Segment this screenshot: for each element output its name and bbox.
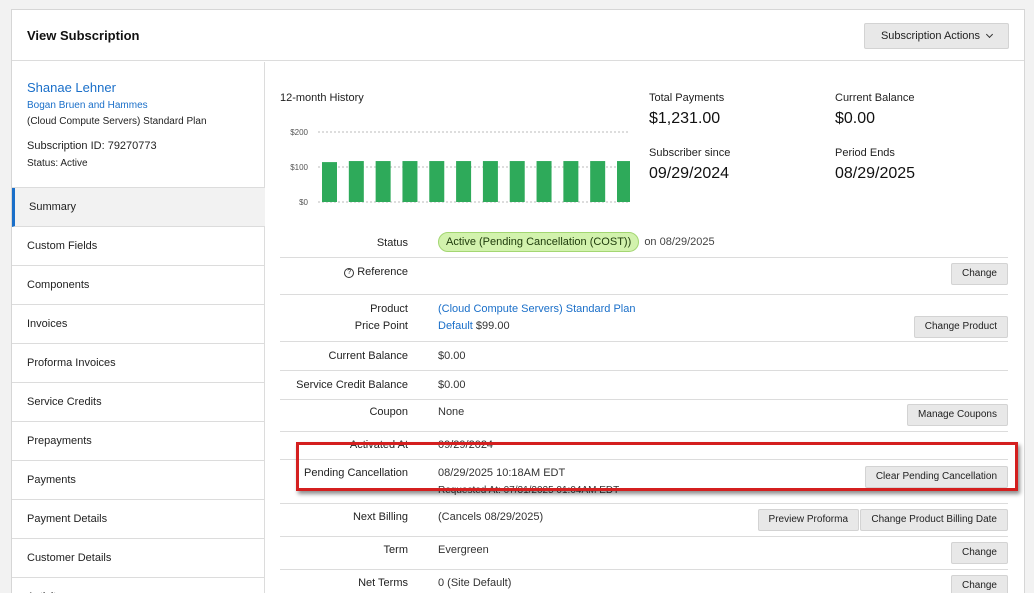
subscription-panel: View Subscription Subscription Actions S… — [11, 9, 1025, 593]
current-balance-stat-value: $0.00 — [835, 110, 876, 127]
customer-name-link[interactable]: Shanae Lehner — [27, 80, 116, 95]
sidebar-item-proforma-invoices[interactable]: Proforma Invoices — [12, 344, 265, 383]
customer-plan: (Cloud Compute Servers) Standard Plan — [27, 116, 207, 127]
panel-header: View Subscription Subscription Actions — [12, 10, 1024, 61]
change-product-button[interactable]: Change Product — [913, 316, 1008, 338]
history-title: 12-month History — [280, 92, 364, 104]
clear-pending-cancellation-button[interactable]: Clear Pending Cancellation — [864, 466, 1008, 488]
reference-change-button[interactable]: Change — [950, 263, 1008, 285]
product-link[interactable]: (Cloud Compute Servers) Standard Plan — [438, 303, 636, 315]
status-date: on 08/29/2025 — [644, 236, 715, 248]
history-bar — [563, 161, 579, 202]
y-tick-label: $100 — [290, 163, 308, 172]
net-terms-value: 0 (Site Default) — [438, 577, 512, 589]
pending-requested-at: Requested At: 07/31/2025 01:04AM EDT — [438, 485, 620, 496]
product-label: Product — [370, 303, 408, 315]
sidebar-item-customer-details[interactable]: Customer Details — [12, 539, 265, 578]
page-title: View Subscription — [27, 28, 140, 43]
total-payments-label: Total Payments — [649, 92, 725, 104]
net-terms-change-button[interactable]: Change — [950, 575, 1008, 593]
reference-label: Reference — [357, 266, 408, 278]
history-bar — [429, 161, 445, 202]
history-bar — [482, 161, 498, 202]
sidebar-item-custom-fields[interactable]: Custom Fields — [12, 227, 265, 266]
next-billing-label: Next Billing — [352, 511, 408, 523]
history-bar — [456, 161, 472, 202]
reference-label-wrap: ? Reference — [344, 266, 408, 279]
current-balance-value: $0.00 — [438, 350, 466, 362]
subscription-status: Status: Active — [27, 158, 88, 169]
period-ends-value: 08/29/2025 — [835, 165, 916, 182]
sidebar-nav: Summary Custom Fields Components Invoice… — [12, 187, 265, 593]
coupon-label: Coupon — [369, 406, 408, 418]
history-bar — [375, 161, 391, 202]
next-billing-value: (Cancels 08/29/2025) — [438, 511, 544, 523]
chevron-down-icon — [985, 30, 994, 39]
current-balance-stat-label: Current Balance — [835, 92, 915, 104]
subscriber-since-value: 09/29/2024 — [649, 165, 730, 182]
subscription-actions-button[interactable]: Subscription Actions — [864, 23, 1009, 49]
service-credit-label: Service Credit Balance — [296, 379, 408, 391]
main-content: 12-month History $200 $100 $0 Total Paymen… — [266, 62, 1024, 593]
sidebar-item-components[interactable]: Components — [12, 266, 265, 305]
coupon-value: None — [438, 406, 465, 418]
pending-cancellation-value: 08/29/2025 10:18AM EDT — [438, 467, 566, 479]
subscriber-since-label: Subscriber since — [649, 147, 731, 159]
sidebar: Shanae Lehner Bogan Bruen and Hammes (Cl… — [12, 62, 265, 593]
help-icon[interactable]: ? — [344, 268, 355, 278]
history-bar — [536, 161, 552, 202]
sidebar-item-summary[interactable]: Summary — [12, 188, 265, 227]
price-point-price: $99.00 — [475, 320, 510, 332]
y-tick-label: $200 — [290, 128, 308, 137]
price-point-link[interactable]: Default — [438, 320, 473, 332]
history-bar — [509, 161, 525, 202]
activated-value: 09/29/2024 — [438, 439, 494, 451]
status-row: Status Active (Pending Cancellation (COS… — [280, 220, 1008, 258]
coupon-row: Coupon None Manage Coupons — [280, 400, 1008, 432]
activated-label: Activated At — [349, 439, 408, 451]
sidebar-item-prepayments[interactable]: Prepayments — [12, 422, 265, 461]
service-credit-value: $0.00 — [438, 379, 466, 391]
current-balance-row: Current Balance $0.00 — [280, 342, 1008, 371]
pending-cancellation-row: Pending Cancellation 08/29/2025 10:18AM … — [280, 460, 1008, 504]
sidebar-item-service-credits[interactable]: Service Credits — [12, 383, 265, 422]
history-bar — [348, 161, 364, 202]
service-credit-row: Service Credit Balance $0.00 — [280, 371, 1008, 400]
net-terms-label: Net Terms — [358, 577, 408, 589]
sidebar-item-activity[interactable]: Activity — [12, 578, 265, 593]
term-row: Term Evergreen Change — [280, 537, 1008, 570]
current-balance-label: Current Balance — [328, 350, 409, 362]
term-label: Term — [383, 544, 408, 556]
subscription-actions-label: Subscription Actions — [880, 30, 981, 42]
term-change-button[interactable]: Change — [950, 542, 1008, 564]
sidebar-item-payments[interactable]: Payments — [12, 461, 265, 500]
history-bar — [590, 161, 606, 202]
sidebar-item-payment-details[interactable]: Payment Details — [12, 500, 265, 539]
manage-coupons-button[interactable]: Manage Coupons — [907, 404, 1008, 426]
total-payments-value: $1,231.00 — [649, 110, 721, 127]
pending-cancellation-label: Pending Cancellation — [304, 467, 408, 479]
sidebar-item-invoices[interactable]: Invoices — [12, 305, 265, 344]
reference-row: ? Reference Change — [280, 258, 1008, 295]
status-label: Status — [376, 237, 408, 249]
next-billing-row: Next Billing (Cancels 08/29/2025) Previe… — [280, 504, 1008, 537]
term-value: Evergreen — [438, 544, 489, 556]
history-bar — [322, 162, 337, 202]
history-chart: $200 $100 $0 — [290, 128, 630, 205]
net-terms-row: Net Terms 0 (Site Default) Change — [280, 570, 1008, 593]
period-ends-label: Period Ends — [835, 147, 895, 159]
y-tick-label: $0 — [299, 198, 308, 205]
change-product-billing-date-button[interactable]: Change Product Billing Date — [860, 509, 1008, 531]
price-point-label: Price Point — [354, 320, 408, 332]
history-bar — [402, 161, 418, 202]
product-row: Product (Cloud Compute Servers) Standard… — [280, 295, 1008, 342]
status-badge: Active (Pending Cancellation (COST)) — [438, 232, 640, 252]
subscription-id: Subscription ID: 79270773 — [27, 140, 157, 152]
history-bar — [617, 161, 630, 202]
activated-row: Activated At 09/29/2024 — [280, 432, 1008, 460]
preview-proforma-button[interactable]: Preview Proforma — [757, 509, 859, 531]
customer-company-link[interactable]: Bogan Bruen and Hammes — [27, 100, 148, 111]
